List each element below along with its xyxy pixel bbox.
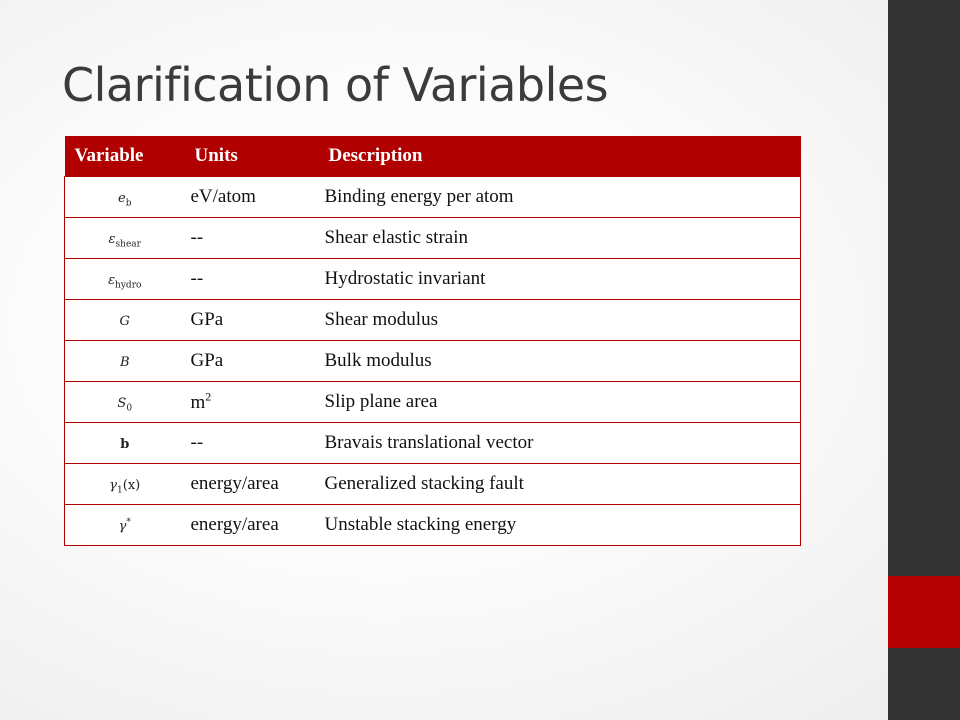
units-cell: GPa [184,299,319,341]
variable-cell: b [64,422,185,464]
side-accent-block [888,576,960,648]
description-cell: Hydrostatic invariant [318,258,801,300]
variable-cell: G [64,299,185,341]
description-cell: Unstable stacking energy [318,504,801,546]
description-cell: Shear modulus [318,299,801,341]
description-cell: Binding energy per atom [318,176,801,218]
units-cell: eV/atom [184,176,319,218]
variable-symbol: b [120,437,130,452]
variable-cell: γ* [64,504,185,546]
units-cell: energy/area [184,504,319,546]
description-cell: Bravais translational vector [318,422,801,464]
slide-title: Clarification of Variables [62,58,609,112]
units-value: m2 [190,389,212,414]
description-cell: Generalized stacking fault [318,463,801,505]
variable-symbol: S0 [117,395,133,414]
table-row: b -- Bravais translational vector [64,422,801,464]
description-cell: Bulk modulus [318,340,801,382]
units-cell: GPa [184,340,319,382]
units-cell: m2 [184,381,319,423]
table-header-row: Variable Units Description [64,136,801,177]
variable-cell: γ1(x) [64,463,185,505]
table-row: εshear -- Shear elastic strain [64,217,801,259]
table-row: G GPa Shear modulus [64,299,801,341]
description-cell: Slip plane area [318,381,801,423]
variable-symbol: γ* [118,517,131,534]
table-row: B GPa Bulk modulus [64,340,801,382]
table-row: εhydro -- Hydrostatic invariant [64,258,801,300]
variable-cell: eb [64,176,185,218]
variable-cell: S0 [64,381,185,423]
variable-symbol: G [119,314,130,329]
units-cell: -- [184,258,319,300]
variable-symbol: εhydro [108,272,142,291]
header-variable: Variable [64,136,185,177]
header-units: Units [184,136,319,177]
variable-cell: εhydro [64,258,185,300]
table-row: S0 m2 Slip plane area [64,381,801,423]
variable-symbol: B [119,355,130,370]
units-cell: -- [184,422,319,464]
table-row: γ1(x) energy/area Generalized stacking f… [64,463,801,505]
variable-symbol: γ1(x) [109,477,141,496]
variable-cell: B [64,340,185,382]
units-cell: -- [184,217,319,259]
table-row: γ* energy/area Unstable stacking energy [64,504,801,546]
variable-symbol: eb [118,190,132,209]
variables-table: Variable Units Description eb eV/atom Bi… [64,136,801,546]
description-cell: Shear elastic strain [318,217,801,259]
header-description: Description [318,136,801,177]
variable-cell: εshear [64,217,185,259]
variable-symbol: εshear [108,231,141,250]
table-row: eb eV/atom Binding energy per atom [64,176,801,218]
units-cell: energy/area [184,463,319,505]
